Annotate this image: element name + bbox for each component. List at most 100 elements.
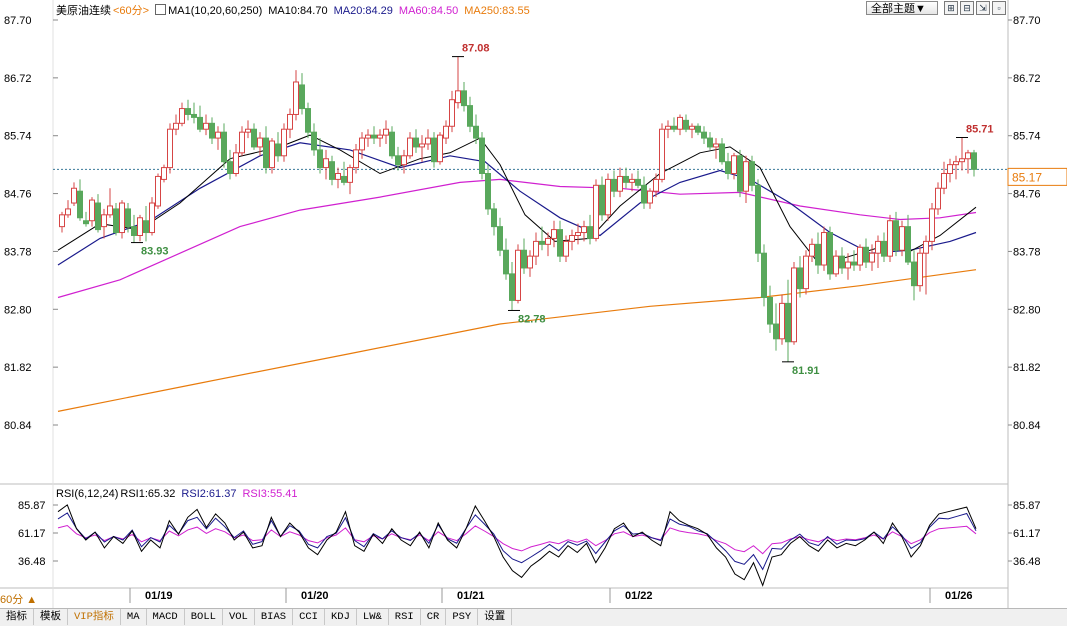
high-annotation: 87.08 [462, 43, 490, 55]
candle-down [881, 240, 887, 257]
candle-down [497, 226, 503, 251]
candle-down [485, 172, 491, 210]
ma10-line [57, 134, 977, 266]
candle-down [827, 232, 833, 275]
candle-down [311, 131, 317, 151]
tab-vol[interactable]: VOL [223, 609, 255, 625]
period-label[interactable]: <60分> [113, 5, 150, 17]
indicator-name[interactable]: MA1(10,20,60,250) [168, 5, 263, 17]
tab-psy[interactable]: PSY [446, 609, 479, 625]
candle-down [473, 125, 479, 139]
candle-down [299, 84, 305, 110]
candle-up [875, 240, 881, 254]
candle-up [935, 187, 941, 210]
candle-up [917, 252, 923, 287]
left-price-label: 86.72 [4, 73, 32, 85]
candle-down [77, 190, 83, 219]
candle-up [293, 81, 299, 115]
settings-icon[interactable]: ▫ [992, 1, 1006, 15]
candle-up [569, 234, 575, 242]
candle-up [857, 246, 863, 266]
candle-down [635, 178, 641, 186]
tab-cci[interactable]: CCI [293, 609, 325, 625]
candle-up [821, 232, 827, 266]
candle-down [413, 137, 419, 148]
rsi-right-label: 61.17 [1013, 528, 1041, 540]
candle-up [809, 243, 815, 257]
candle-up [953, 161, 959, 166]
tab-vip-indicators[interactable]: VIP指标 [68, 609, 121, 625]
tab-ma[interactable]: MA [121, 609, 147, 625]
tab-boll[interactable]: BOLL [185, 609, 223, 625]
indicator-tab-bar: 指标 模板 VIP指标 MA MACD BOLL VOL BIAS CCI KD… [0, 608, 1067, 626]
candle-down [641, 184, 647, 204]
candle-down [671, 125, 677, 130]
candle-down [749, 161, 755, 186]
left-price-label: 87.70 [4, 15, 32, 27]
rsi-left-label: 36.48 [18, 556, 46, 568]
candle-down [767, 296, 773, 325]
candle-down [317, 149, 323, 169]
candle-up [401, 155, 407, 166]
candle-up [107, 205, 113, 216]
zoom-in-icon[interactable]: ⊞ [944, 1, 958, 15]
candle-up [449, 99, 455, 127]
tab-settings[interactable]: 设置 [478, 609, 513, 625]
candle-up [959, 158, 965, 163]
candle-up [899, 226, 905, 251]
candle-down [209, 122, 215, 139]
candle-up [59, 214, 65, 228]
candle-up [545, 237, 551, 245]
candle-down [587, 226, 593, 239]
candle-down [599, 184, 605, 216]
chart-legend: 美原油连续 <60分> MA1(10,20,60,250) MA10:84.70 MA2… [56, 2, 536, 18]
ma-indicator-icon[interactable] [155, 4, 167, 15]
candle-up [575, 232, 581, 236]
candle-down [707, 137, 713, 148]
candle-up [869, 252, 875, 263]
candle-down [389, 131, 395, 157]
candle-up [137, 217, 143, 236]
tab-cr[interactable]: CR [421, 609, 447, 625]
candle-up [335, 172, 341, 180]
tab-indicators[interactable]: 指标 [0, 609, 34, 625]
instrument-name[interactable]: 美原油连续 [56, 5, 111, 17]
tab-templates[interactable]: 模板 [34, 609, 68, 625]
candle-down [191, 113, 197, 118]
candle-up [947, 164, 953, 174]
candle-up [101, 214, 107, 228]
all-themes-dropdown[interactable]: 全部主题▼ [866, 1, 938, 15]
candle-up [527, 255, 533, 269]
left-price-label: 85.74 [4, 131, 32, 143]
period-selector[interactable]: 60分 ▲ [0, 591, 38, 607]
candle-down [467, 105, 473, 127]
date-label: 01/20 [301, 590, 329, 602]
date-label: 01/21 [457, 590, 485, 602]
tab-macd[interactable]: MACD [147, 609, 185, 625]
candle-up [257, 137, 263, 148]
candle-down [839, 255, 845, 269]
candle-up [551, 229, 557, 239]
candle-up [941, 172, 947, 189]
candle-up [845, 261, 851, 269]
candle-up [713, 143, 719, 148]
candle-down [509, 273, 515, 301]
zoom-out-icon[interactable]: ⊟ [960, 1, 974, 15]
candle-down [113, 208, 119, 234]
candle-up [281, 128, 287, 157]
candle-down [83, 220, 89, 225]
tab-bias[interactable]: BIAS [255, 609, 294, 625]
tab-rsi[interactable]: RSI [389, 609, 421, 625]
rsi-label[interactable]: RSI(6,12,24) [56, 488, 119, 500]
candle-up [149, 202, 155, 234]
candle-up [803, 255, 809, 290]
candle-down [557, 229, 563, 257]
tab-lw[interactable]: LW& [357, 609, 389, 625]
tab-kdj[interactable]: KDJ [325, 609, 357, 625]
candle-down [305, 108, 311, 133]
candle-up [89, 199, 95, 222]
candle-down [143, 220, 149, 234]
candle-up [647, 190, 653, 204]
restore-icon[interactable]: ⇲ [976, 1, 990, 15]
